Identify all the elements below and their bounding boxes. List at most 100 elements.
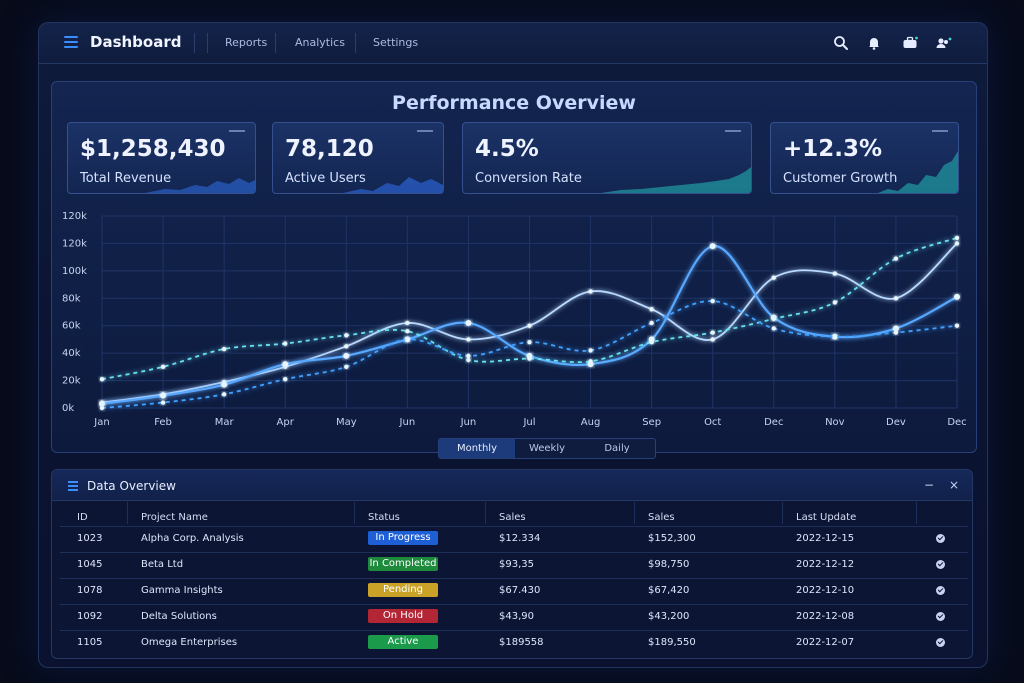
data-point (466, 353, 471, 359)
data-point (160, 400, 166, 405)
data-point (710, 298, 715, 304)
y-tick-label: 40k (62, 348, 81, 359)
minimize-button[interactable]: − (924, 478, 935, 492)
kpi-total-revenue[interactable]: $1,258,430 Total Revenue (67, 122, 256, 194)
column-header-last-update[interactable]: Last Update (796, 512, 857, 523)
data-point (344, 344, 349, 349)
cell-project-name: Beta Ltd (141, 559, 184, 570)
panel-title: Performance Overview (392, 92, 636, 114)
cell-project-name: Alpha Corp. Analysis (141, 533, 244, 544)
nav-divider (207, 33, 208, 53)
app-title: Dashboard (90, 33, 182, 51)
x-tick-label: Jun (460, 417, 477, 428)
bell-icon[interactable] (865, 34, 883, 52)
kpi-label: Customer Growth (783, 171, 898, 186)
menu-icon[interactable] (64, 36, 78, 48)
cell-project-name: Delta Solutions (141, 611, 217, 622)
y-tick-label: 20k (62, 376, 81, 387)
check-icon[interactable] (936, 534, 945, 543)
column-header-project[interactable]: Project Name (141, 512, 208, 523)
data-point (954, 235, 960, 241)
cell-sales: $67,420 (648, 585, 690, 596)
data-point (465, 319, 472, 326)
nav-settings[interactable]: Settings (373, 36, 419, 49)
kpi-active-users[interactable]: 78,120 Active Users (272, 122, 444, 194)
data-point (954, 241, 960, 246)
nav-analytics[interactable]: Analytics (295, 36, 345, 49)
data-point (832, 300, 838, 305)
data-point (710, 330, 715, 335)
data-point (649, 320, 654, 326)
data-point (283, 377, 288, 382)
data-point (221, 392, 227, 397)
data-point (527, 339, 532, 345)
column-header-sales[interactable]: Sales (648, 512, 675, 523)
user-group-icon[interactable] (934, 34, 952, 52)
kpi-value: +12.3% (783, 136, 883, 162)
panel-header: Data Overview − × (52, 470, 972, 501)
cell-id: 1023 (77, 533, 103, 544)
cell-last-update: 2022-12-15 (796, 533, 855, 544)
column-divider (634, 502, 635, 524)
cell-project-name: Omega Enterprises (141, 637, 238, 648)
data-point (771, 326, 776, 331)
data-point (710, 337, 715, 342)
x-tick-label: Apr (277, 417, 295, 428)
y-tick-label: 100k (62, 266, 87, 277)
cell-sales: $189558 (499, 637, 544, 648)
data-point (99, 377, 105, 382)
check-icon[interactable] (936, 560, 945, 569)
kpi-menu-icon[interactable] (932, 130, 948, 132)
column-header-status[interactable]: Status (368, 512, 400, 523)
kpi-customer-growth[interactable]: +12.3% Customer Growth (770, 122, 959, 194)
data-point (893, 256, 899, 261)
data-point (832, 271, 838, 276)
data-point (771, 316, 776, 322)
row-divider (60, 552, 968, 553)
check-icon[interactable] (936, 586, 945, 595)
data-overview-panel: Data Overview − × ID Project Name Status… (51, 469, 973, 659)
x-tick-label: Dev (886, 417, 906, 428)
data-point (832, 334, 838, 339)
check-icon[interactable] (936, 612, 945, 621)
data-point (99, 400, 105, 407)
data-point (709, 243, 716, 250)
kpi-value: 4.5% (475, 136, 539, 162)
search-icon[interactable] (832, 34, 850, 52)
data-point (160, 364, 166, 370)
kpi-menu-icon[interactable] (417, 130, 433, 132)
x-tick-label: Dec (947, 417, 966, 428)
line-chart: 0k 20k 40k 60k 80k 100k 120k 120k Jan Feb Mar Apr Ma… (62, 211, 967, 428)
check-icon[interactable] (936, 638, 945, 647)
data-point (282, 361, 289, 368)
kpi-conversion-rate[interactable]: 4.5% Conversion Rate (462, 122, 752, 194)
series-line (101, 237, 958, 381)
sparkline (878, 151, 958, 193)
toggle-weekly[interactable]: Weekly (528, 443, 566, 454)
toggle-daily[interactable]: Daily (604, 443, 630, 454)
x-tick-label: Nov (825, 417, 845, 428)
cell-last-update: 2022-12-07 (796, 637, 855, 648)
series-line (101, 245, 958, 405)
data-point (649, 307, 654, 312)
status-badge: In Completed (368, 557, 438, 571)
cell-id: 1078 (77, 585, 103, 596)
briefcase-icon[interactable] (901, 34, 919, 52)
column-header-sales[interactable]: Sales (499, 512, 526, 523)
cell-id: 1045 (77, 559, 103, 570)
kpi-label: Total Revenue (80, 171, 172, 186)
data-point (344, 364, 349, 370)
kpi-menu-icon[interactable] (725, 130, 741, 132)
data-point (527, 356, 532, 361)
data-point (344, 333, 349, 338)
column-header-id[interactable]: ID (77, 512, 88, 523)
data-point (954, 293, 960, 300)
data-point (588, 359, 593, 364)
toggle-monthly[interactable]: Monthly (439, 439, 515, 458)
nav-reports[interactable]: Reports (225, 36, 268, 49)
sparkline (343, 177, 443, 193)
cell-sales: $152,300 (648, 533, 696, 544)
cell-sales: $67.430 (499, 585, 541, 596)
close-button[interactable]: × (949, 478, 960, 492)
kpi-menu-icon[interactable] (229, 130, 245, 132)
